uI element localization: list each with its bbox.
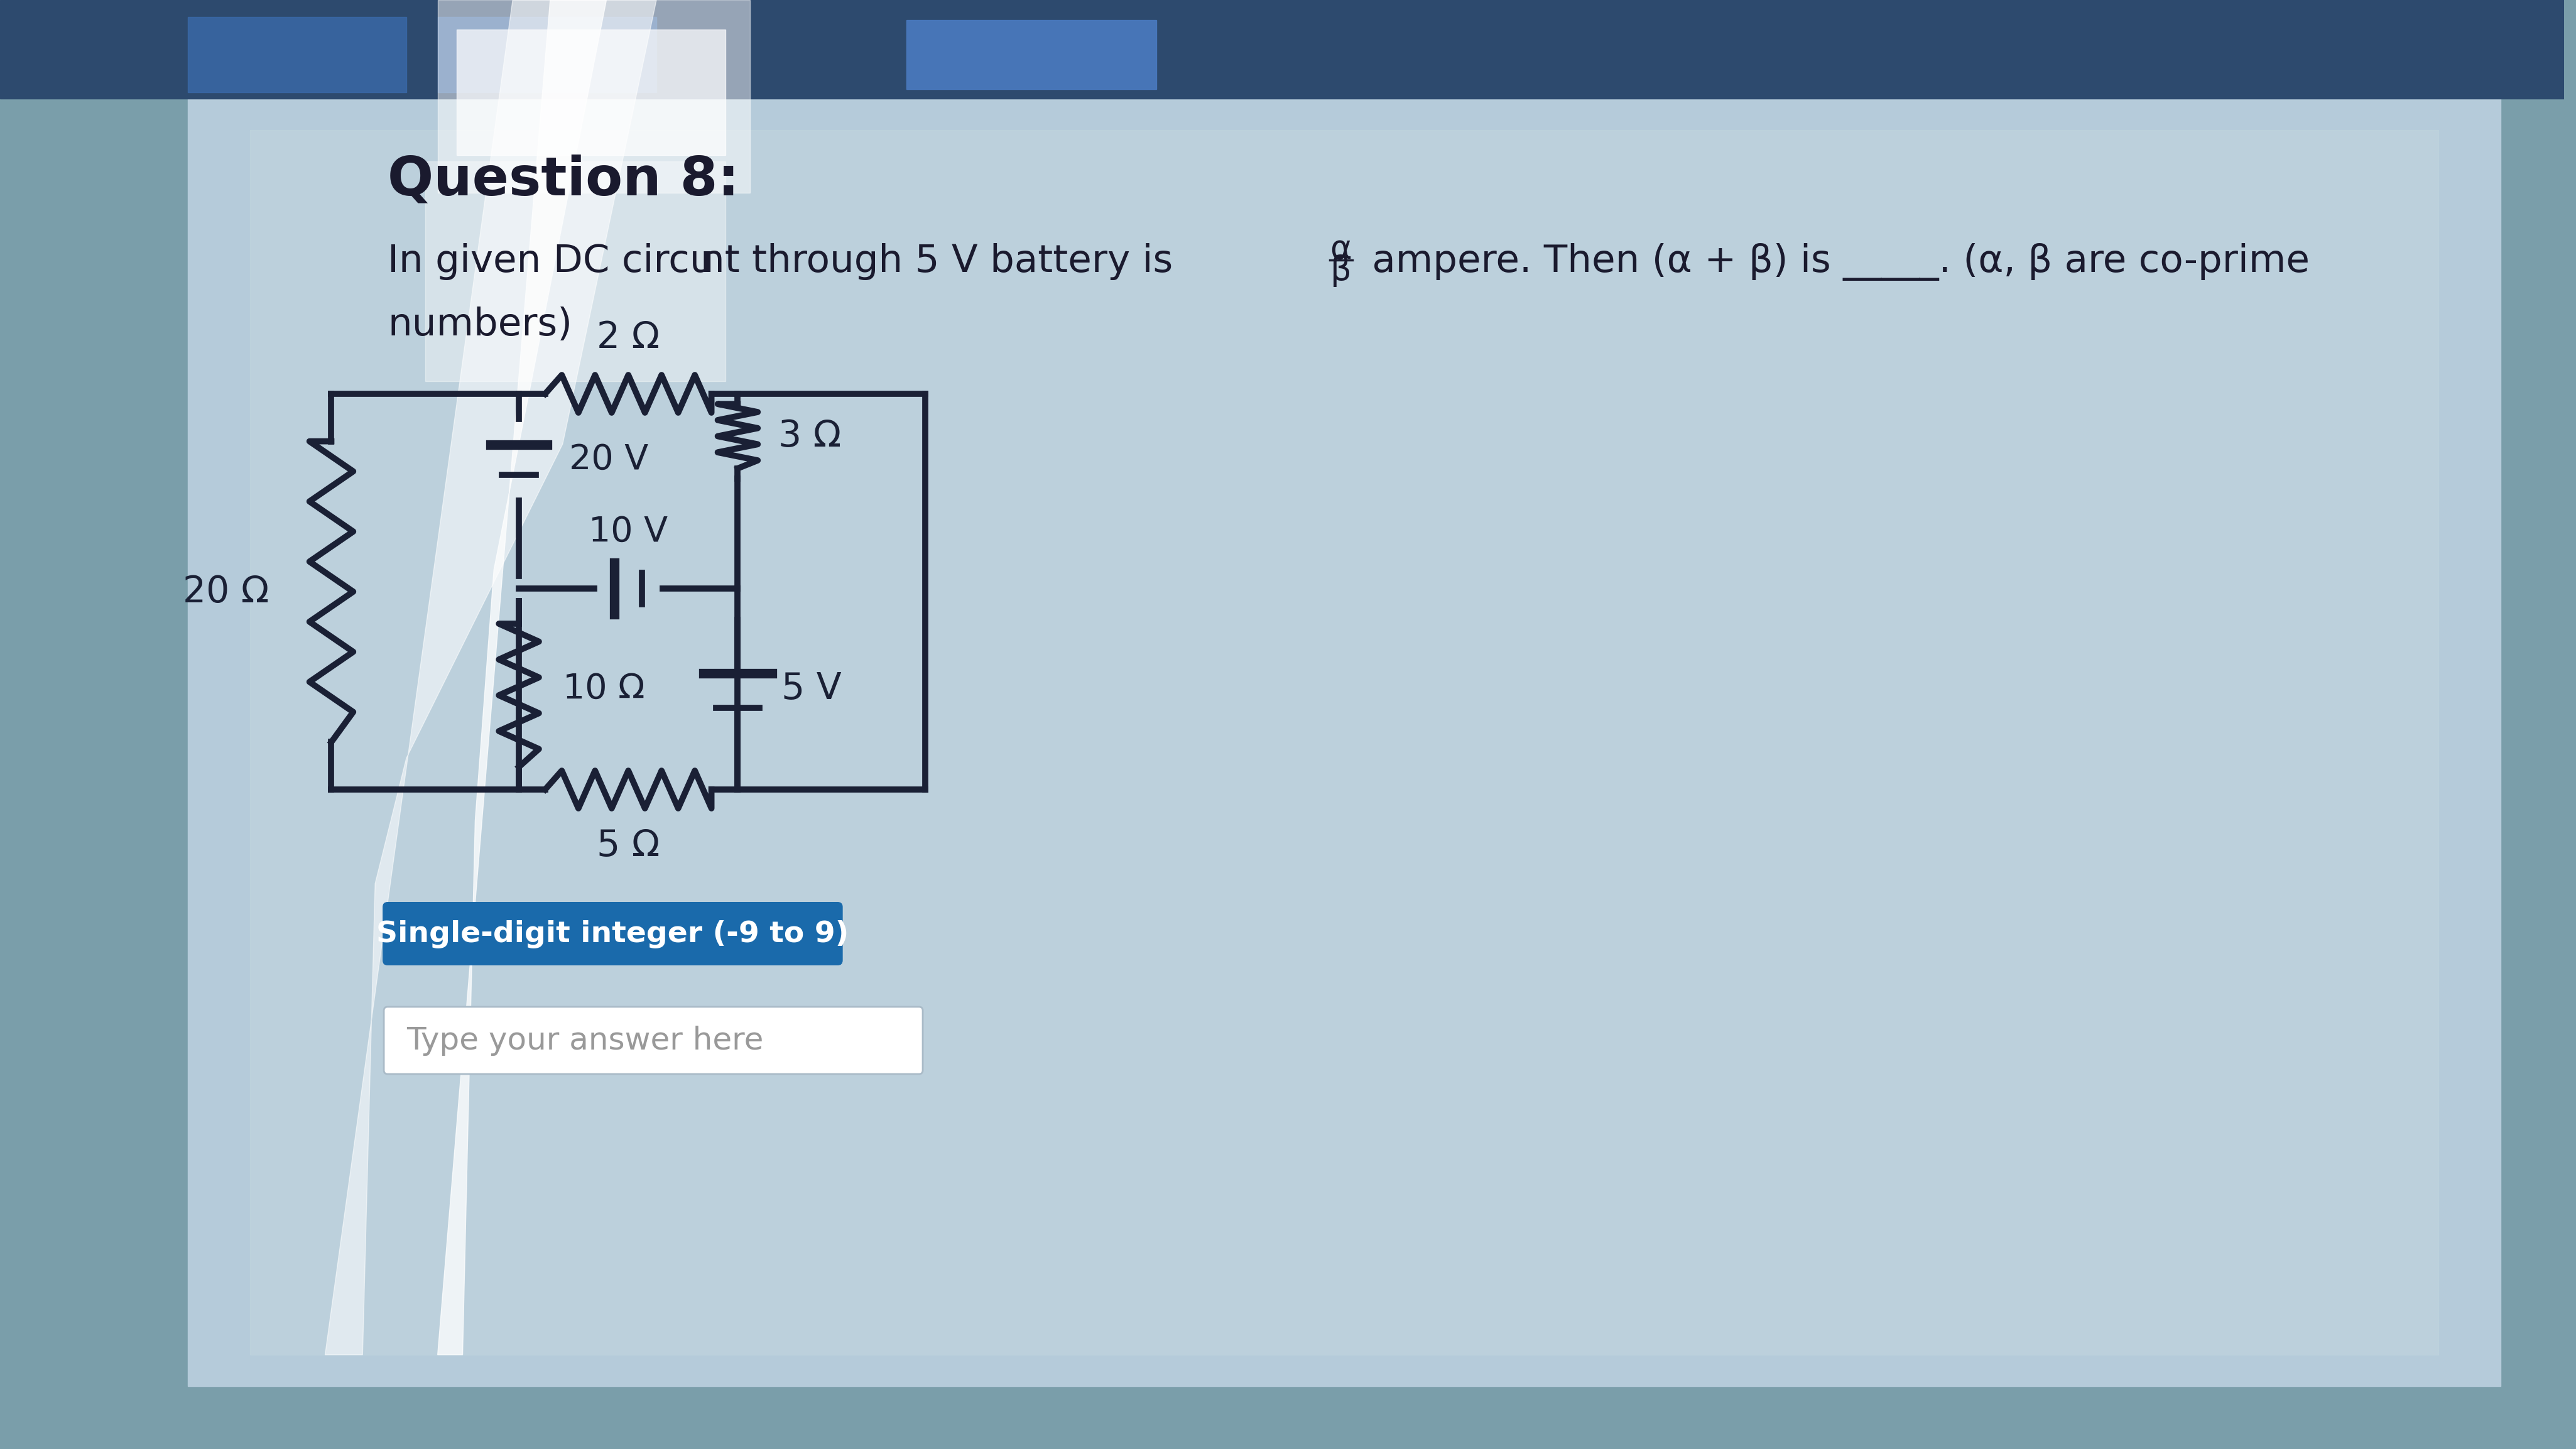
Text: 20 Ω: 20 Ω bbox=[183, 574, 268, 610]
Text: numbers): numbers) bbox=[386, 306, 572, 343]
FancyBboxPatch shape bbox=[384, 1007, 922, 1074]
Text: ampere. Then (α + β) is _____. (α, β are co-prime: ampere. Then (α + β) is _____. (α, β are… bbox=[1360, 243, 2311, 281]
Text: Type your answer here: Type your answer here bbox=[407, 1026, 762, 1056]
Text: Question 8:: Question 8: bbox=[386, 154, 739, 206]
Bar bbox=[0, 0, 2563, 99]
Bar bbox=[250, 130, 2439, 1355]
Text: 5 Ω: 5 Ω bbox=[598, 829, 659, 864]
Text: In given DC circu: In given DC circu bbox=[386, 243, 714, 281]
Text: 20 V: 20 V bbox=[569, 443, 649, 477]
Text: Single-digit integer (-9 to 9): Single-digit integer (-9 to 9) bbox=[376, 920, 850, 948]
Bar bbox=[425, 161, 726, 381]
Text: α: α bbox=[1329, 233, 1352, 265]
Text: nt through 5 V battery is: nt through 5 V battery is bbox=[701, 243, 1185, 281]
Text: 5 V: 5 V bbox=[781, 671, 842, 707]
Bar bbox=[438, 17, 657, 93]
Text: 10 Ω: 10 Ω bbox=[562, 672, 644, 706]
Bar bbox=[907, 20, 1157, 90]
Bar bbox=[188, 17, 407, 93]
Bar bbox=[456, 29, 726, 155]
Text: 3 Ω: 3 Ω bbox=[778, 419, 842, 454]
Text: 2 Ω: 2 Ω bbox=[598, 319, 659, 355]
Polygon shape bbox=[325, 0, 657, 1355]
Polygon shape bbox=[438, 0, 605, 1355]
Text: β: β bbox=[1329, 255, 1352, 287]
Text: 10 V: 10 V bbox=[590, 514, 667, 549]
Bar bbox=[438, 0, 750, 193]
FancyBboxPatch shape bbox=[384, 901, 842, 965]
